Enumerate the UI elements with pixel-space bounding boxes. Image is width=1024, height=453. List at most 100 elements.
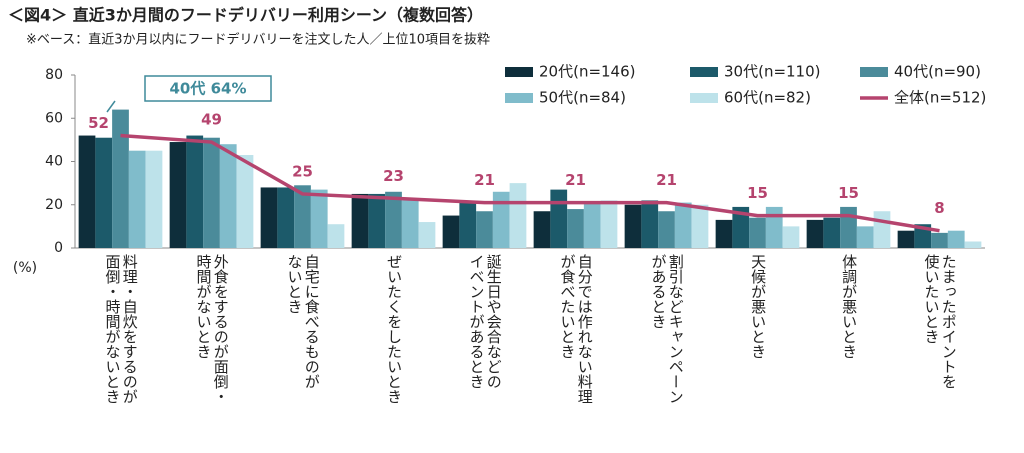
chart-title: ＜図4＞ 直近3か月間のフードデリバリー利用シーン（複数回答） xyxy=(8,6,483,25)
bar xyxy=(691,204,709,248)
bar xyxy=(873,211,891,248)
bar xyxy=(583,202,601,248)
x-tick-label: 割引などキャンペーン があるとき xyxy=(649,254,685,404)
y-tick-label: 60 xyxy=(45,110,63,126)
legend-label: 50代(n=84) xyxy=(539,89,626,107)
bar xyxy=(840,206,857,248)
x-label-wrap: ぜいたくをしたいとき xyxy=(348,254,439,452)
x-label-box: 誕生日や会合などの イベントがあるとき xyxy=(439,254,530,452)
bar xyxy=(806,219,824,248)
legend-swatch xyxy=(860,67,888,77)
bar xyxy=(277,187,295,248)
bar xyxy=(641,200,659,248)
bar xyxy=(385,191,402,248)
bar xyxy=(476,211,493,248)
bar xyxy=(897,230,915,248)
legend-swatch xyxy=(505,67,533,77)
data-label: 49 xyxy=(201,111,222,129)
x-label-wrap: 自分では作れない料理 が食べたいとき xyxy=(530,254,621,452)
x-tick-label: 外食をするのが面倒・ 時間がないとき xyxy=(194,254,230,404)
x-tick-label: 料理・自炊をするのが 面倒・時間がないとき xyxy=(103,254,139,404)
data-label: 25 xyxy=(292,162,313,180)
bar xyxy=(128,150,146,248)
bar xyxy=(310,189,328,248)
x-label-wrap: 誕生日や会合などの イベントがあるとき xyxy=(439,254,530,452)
bar xyxy=(219,144,237,248)
data-label: 21 xyxy=(656,171,677,189)
bar xyxy=(674,202,692,248)
x-tick-label: 体調が悪いとき xyxy=(840,254,859,359)
bar xyxy=(492,191,510,248)
x-label-wrap: 自宅に食べるものが ないとき xyxy=(257,254,348,452)
bar xyxy=(732,206,750,248)
x-tick-label: ぜいたくをしたいとき xyxy=(385,254,404,404)
x-label-wrap: 料理・自炊をするのが 面倒・時間がないとき xyxy=(75,254,166,452)
bar xyxy=(401,200,419,248)
x-label-box: 天候が悪いとき xyxy=(712,254,803,452)
x-label-box: ぜいたくをしたいとき xyxy=(348,254,439,452)
x-label-box: 料理・自炊をするのが 面倒・時間がないとき xyxy=(75,254,166,452)
bar xyxy=(856,226,874,248)
bar xyxy=(658,211,675,248)
bar xyxy=(459,202,477,248)
bar xyxy=(186,135,204,248)
legend-label: 40代(n=90) xyxy=(894,63,981,81)
annotation-box xyxy=(144,75,272,102)
bar xyxy=(749,217,766,248)
legend-label: 60代(n=82) xyxy=(724,89,811,107)
bar xyxy=(327,224,345,248)
legend-swatch xyxy=(690,67,718,77)
bar xyxy=(765,206,783,248)
annotation-connector xyxy=(106,100,116,113)
bar xyxy=(533,211,551,248)
bar xyxy=(351,193,369,248)
y-tick-label: 80 xyxy=(45,67,63,83)
data-label: 15 xyxy=(747,184,768,202)
data-label: 21 xyxy=(565,171,586,189)
bar xyxy=(236,155,254,248)
bar xyxy=(931,232,948,248)
bar xyxy=(145,150,163,248)
y-unit: (%) xyxy=(13,260,37,276)
bar xyxy=(95,137,113,248)
annotation: 40代 64% xyxy=(170,80,247,98)
total-line xyxy=(120,133,940,233)
x-label-box: 外食をするのが面倒・ 時間がないとき xyxy=(166,254,257,452)
x-label-wrap: 外食をするのが面倒・ 時間がないとき xyxy=(166,254,257,452)
data-label: 52 xyxy=(88,114,109,132)
chart-subtitle: ※ベース：直近3か月以内にフードデリバリーを注文した人／上位10項目を抜粋 xyxy=(26,32,490,48)
legend-swatch xyxy=(505,93,533,103)
bar xyxy=(169,142,187,248)
bar xyxy=(78,135,96,248)
legend-label: 全体(n=512) xyxy=(894,89,986,107)
x-label-wrap: 体調が悪いとき xyxy=(803,254,894,452)
x-tick-label: 自宅に食べるものが ないとき xyxy=(285,254,321,389)
x-label-wrap: たまったポイントを 使いたいとき xyxy=(894,254,985,452)
data-label: 15 xyxy=(838,184,859,202)
x-tick-label: 天候が悪いとき xyxy=(749,254,768,359)
bar xyxy=(964,241,982,248)
bar xyxy=(418,222,436,248)
x-label-box: 割引などキャンペーン があるとき xyxy=(649,254,685,404)
y-tick-label: 20 xyxy=(45,197,63,213)
bar xyxy=(294,185,311,248)
y-tick-label: 40 xyxy=(45,154,63,170)
bar xyxy=(715,219,733,248)
data-label: 8 xyxy=(934,199,944,217)
bar xyxy=(624,204,642,248)
x-label-wrap: 天候が悪いとき xyxy=(712,254,803,452)
data-label: 21 xyxy=(474,171,495,189)
bar xyxy=(567,209,584,248)
data-label: 23 xyxy=(383,167,404,185)
x-label-box: 自分では作れない料理 が食べたいとき xyxy=(530,254,621,452)
bar xyxy=(550,189,568,248)
bar xyxy=(509,183,527,248)
bar xyxy=(442,215,460,248)
legend-label: 30代(n=110) xyxy=(724,63,821,81)
bar xyxy=(823,217,841,248)
bar xyxy=(368,193,386,248)
bar xyxy=(600,200,618,248)
legend-swatch xyxy=(690,93,718,103)
bar xyxy=(112,109,129,248)
